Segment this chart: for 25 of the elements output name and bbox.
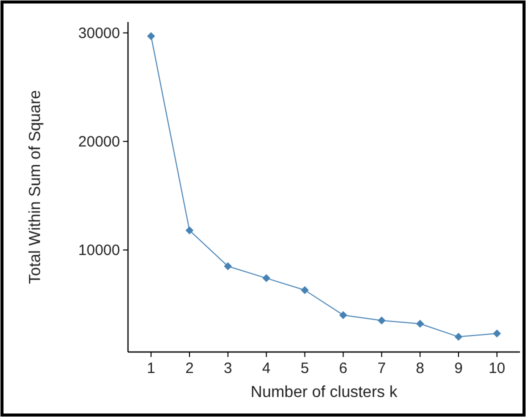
y-axis-title: Total Within Sum of Square [27, 90, 44, 284]
x-tick-label: 10 [488, 360, 506, 377]
point [224, 262, 232, 270]
x-tick-label: 8 [416, 360, 424, 377]
x-tick-label: 7 [377, 360, 386, 377]
x-tick-label: 6 [339, 360, 348, 377]
point [454, 332, 463, 341]
point [416, 320, 424, 328]
point [492, 330, 501, 338]
y-tick-label: 10000 [78, 242, 120, 259]
x-tick-label: 5 [300, 360, 309, 377]
y-tick-label: 30000 [78, 24, 120, 42]
point [262, 274, 270, 282]
point [185, 226, 194, 234]
point [147, 32, 156, 40]
point [378, 316, 386, 325]
x-axis-title: Number of clusters k [250, 384, 398, 401]
x-tick-label: 9 [454, 360, 463, 377]
x-tick-label: 2 [185, 360, 194, 377]
x-tick-label: 1 [146, 360, 156, 377]
y-tick-label: 20000 [78, 133, 120, 150]
point [300, 286, 309, 294]
x-tick-label: 3 [224, 360, 232, 377]
point [339, 311, 348, 320]
x-tick-label: 4 [262, 360, 271, 377]
